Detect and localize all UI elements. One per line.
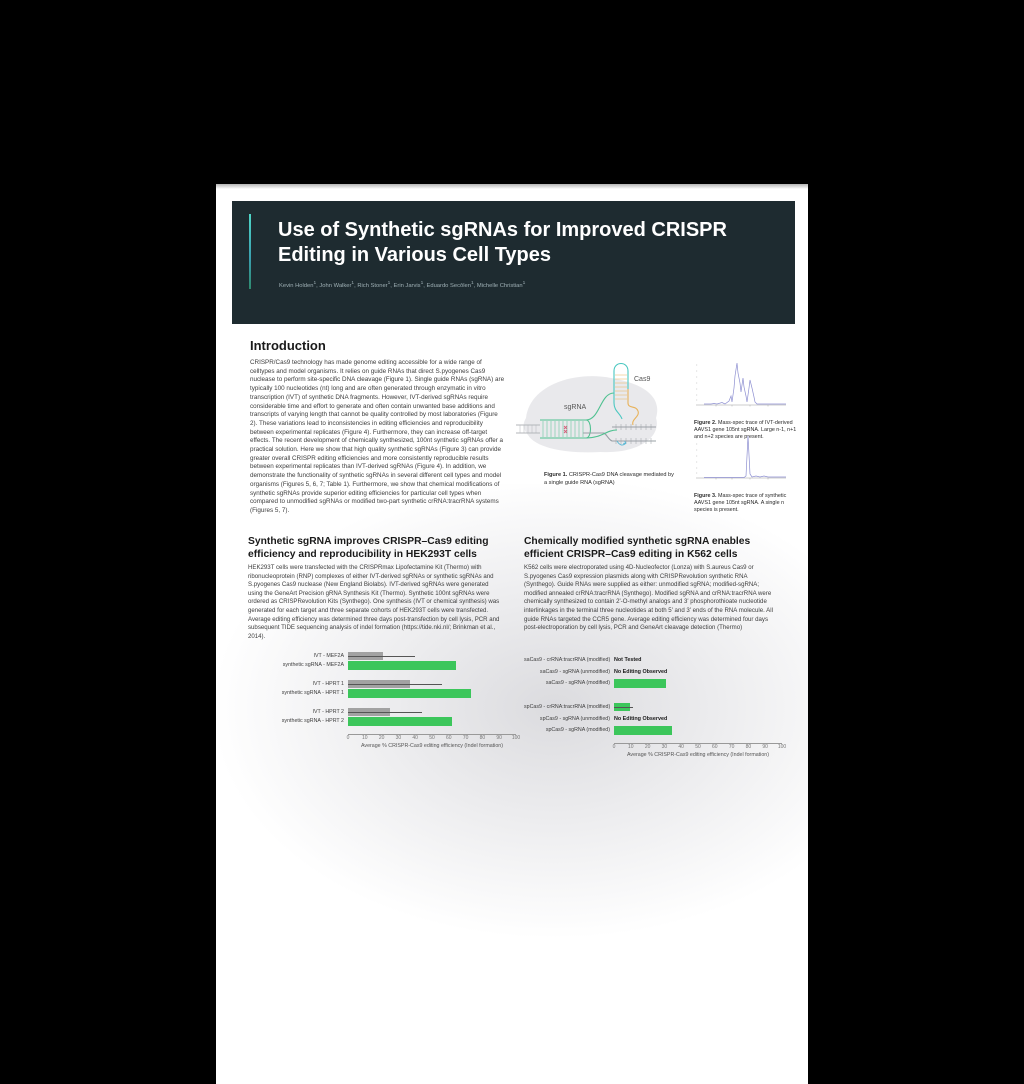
svg-text:sgRNA: sgRNA xyxy=(564,404,587,411)
svg-text:Cas9: Cas9 xyxy=(634,376,650,383)
